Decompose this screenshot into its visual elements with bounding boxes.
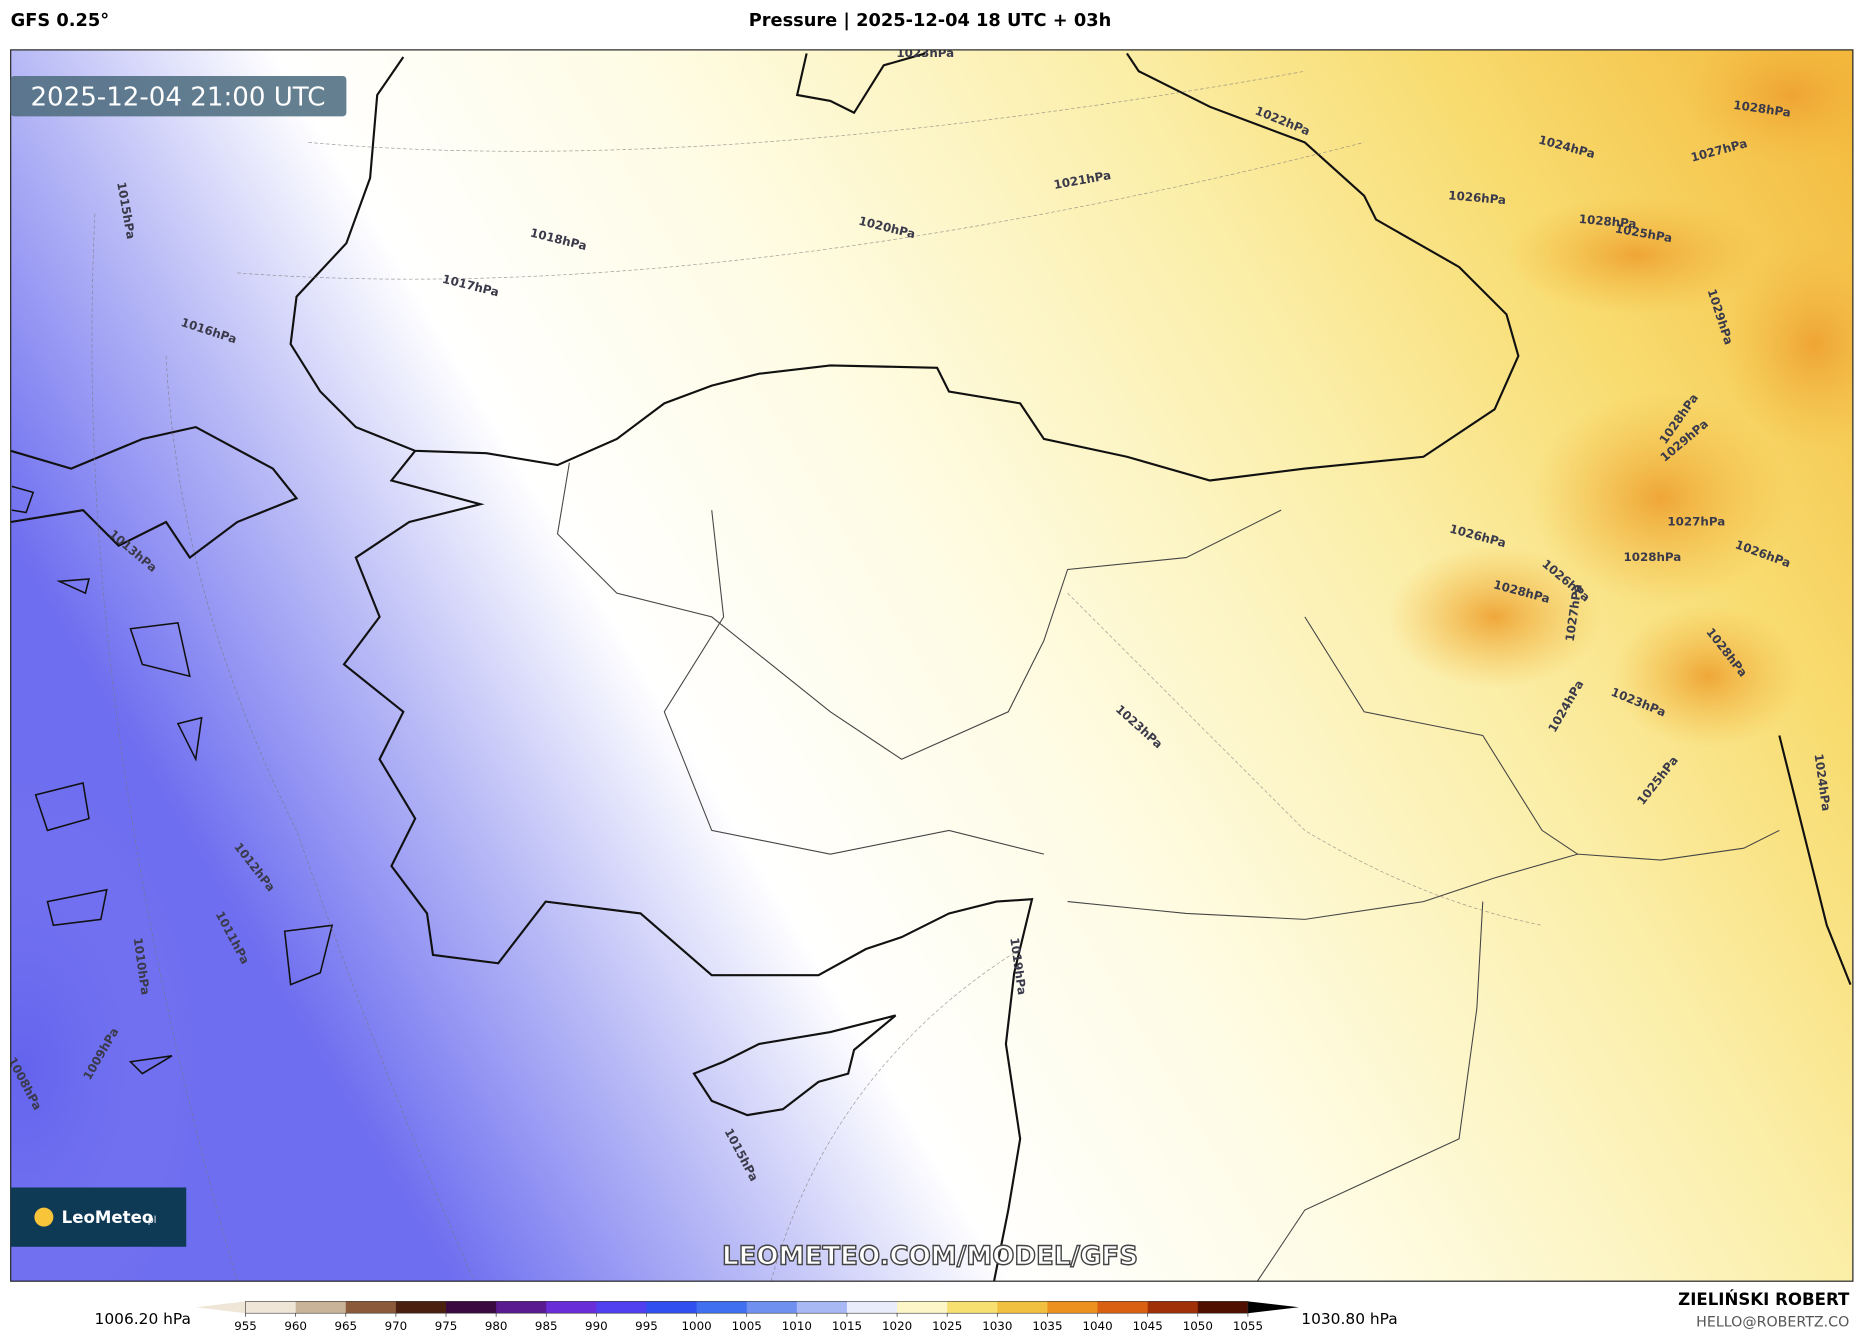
colorbar-segment (395, 1301, 447, 1314)
colorbar-segment (345, 1301, 397, 1314)
colorbar-segment (1197, 1301, 1249, 1314)
map: 1023hPa1022hPa1021hPa1020hPa1018hPa1017h… (10, 46, 1853, 1282)
map-frame (10, 49, 1854, 1282)
high-area (1720, 237, 1853, 451)
colorbar-tick-label: 955 (234, 1319, 257, 1333)
high-area (1387, 545, 1602, 689)
colorbar-segment (546, 1301, 597, 1314)
timestamp: 2025-12-04 21:00 UTC (30, 83, 325, 113)
colorbar-tick-label: 1010 (782, 1319, 812, 1333)
colorbar-tick-label: 1025 (932, 1319, 962, 1333)
watermark: LEOMETEO.COM/MODEL/GFS (722, 1242, 1138, 1272)
colorbar-segment (496, 1301, 547, 1314)
high-area (1684, 49, 1853, 167)
coastlines (10, 52, 1852, 1282)
isobar-label: 1028hPa (1578, 212, 1637, 231)
logo-suffix: .pl (145, 1215, 157, 1226)
colorbar-segment (1047, 1301, 1099, 1314)
colorbar-max: 1030.80 hPa (1301, 1310, 1397, 1328)
colorbar-segment (846, 1301, 898, 1314)
colorbar: 955 960 965 970 975 980 985 990 995 1000 1005 1010 1… (195, 1301, 1299, 1333)
colorbar-tick-label: 985 (535, 1319, 558, 1333)
model-label: GFS 0.25° (11, 10, 110, 31)
high-area (1506, 195, 1768, 315)
timestamp-box (10, 75, 347, 117)
colorbar-segment (245, 1301, 297, 1314)
colorbar-segment (1147, 1301, 1199, 1314)
isobar-label: 1026hPa (1448, 188, 1507, 207)
isobar-label: 1027hPa (1667, 515, 1725, 529)
colorbar-min: 1006.20 hPa (95, 1310, 191, 1328)
colorbar-tick-label: 1030 (982, 1319, 1012, 1333)
colorbar-tick-label: 990 (585, 1319, 608, 1333)
map-title: Pressure | 2025-12-04 18 UTC + 03h (749, 10, 1112, 31)
colorbar-segment (746, 1301, 798, 1314)
colorbar-segment (446, 1301, 497, 1314)
colorbar-tick-label: 1005 (732, 1319, 762, 1333)
colorbar-segment (947, 1301, 998, 1314)
colorbar-tick-label: 1050 (1183, 1319, 1213, 1333)
colorbar-tick-label: 995 (635, 1319, 658, 1333)
high-area (1613, 605, 1804, 748)
colorbar-tick-label: 965 (334, 1319, 357, 1333)
high-area (1530, 391, 1792, 606)
islands (11, 485, 334, 1075)
colorbar-segment (997, 1301, 1049, 1314)
colorbar-tick-label: 1000 (682, 1319, 712, 1333)
colorbar-segment (646, 1301, 698, 1314)
colorbar-tick-label: 960 (284, 1319, 307, 1333)
isobar-label: 1028hPa (1623, 550, 1681, 564)
isobar-label: 1023hPa (896, 46, 954, 60)
colorbar-segment (1097, 1301, 1149, 1314)
colorbar-tick-label: 980 (485, 1319, 508, 1333)
colorbar-tick-label: 975 (435, 1319, 458, 1333)
colorbar-tick-label: 1040 (1082, 1319, 1112, 1333)
colorbar-tick-label: 1045 (1133, 1319, 1163, 1333)
colorbar-tick-label: 1020 (882, 1319, 912, 1333)
colorbar-arrow (195, 1301, 246, 1314)
colorbar-segment (295, 1301, 347, 1314)
logo-sun (34, 1207, 54, 1227)
colorbar-segment (596, 1301, 648, 1314)
credit-name: ZIELIŃSKI ROBERT (1678, 1290, 1850, 1309)
logo-text: LeoMeteo (62, 1208, 154, 1227)
colorbar-tick-label: 1035 (1032, 1319, 1062, 1333)
colorbar-segment (696, 1301, 748, 1314)
colorbar-tick-label: 1015 (832, 1319, 862, 1333)
colorbar-segment (796, 1301, 848, 1314)
colorbar-tick-label: 970 (385, 1319, 408, 1333)
isobar-lines (91, 70, 1543, 1282)
colorbar-tick-label: 1055 (1233, 1319, 1263, 1333)
credit-email: HELLO@ROBERTZ.CO (1696, 1314, 1849, 1330)
borders (556, 462, 1780, 1282)
colorbar-arrow (1247, 1301, 1299, 1314)
colorbar-segment (897, 1301, 948, 1314)
